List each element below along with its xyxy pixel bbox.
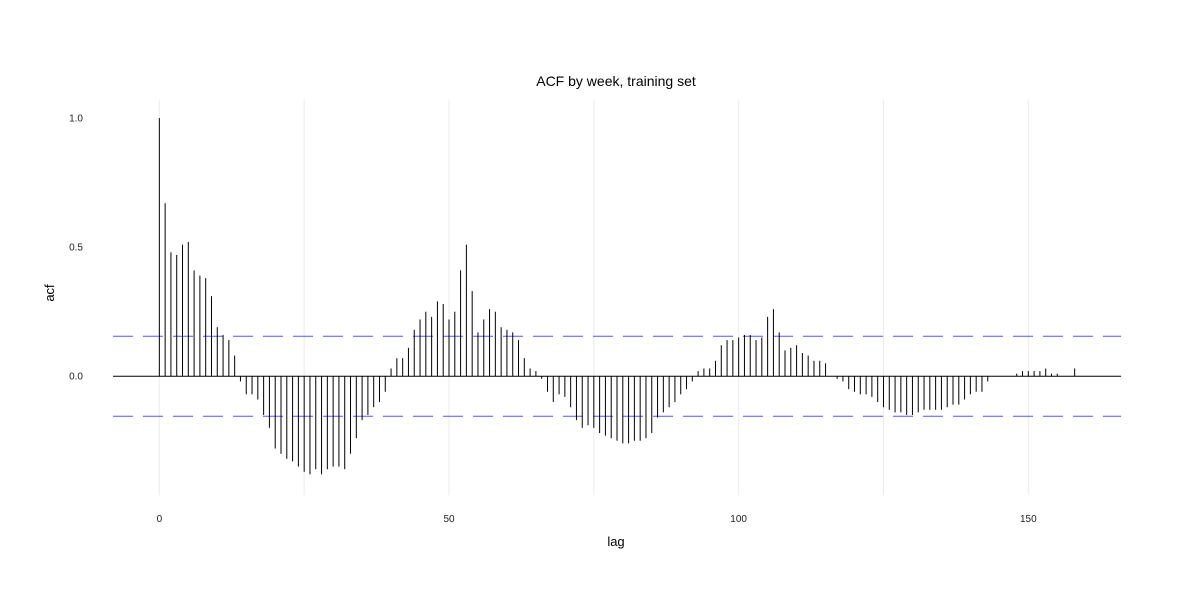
x-tick-label: 100 (730, 514, 747, 525)
y-tick-labels: 0.0 0.5 1.0 (69, 114, 83, 383)
acf-bars (158, 118, 1076, 475)
x-axis-title: lag (607, 534, 624, 549)
x-tick-label: 150 (1020, 514, 1037, 525)
x-tick-label: 50 (443, 514, 455, 525)
y-tick-label: 0.5 (69, 243, 83, 254)
y-tick-label: 1.0 (69, 114, 83, 125)
x-tick-labels: 0 50 100 150 (157, 514, 1038, 525)
y-tick-label: 0.0 (69, 372, 83, 383)
grid-layer (158, 100, 1029, 495)
x-tick-label: 0 (157, 514, 163, 525)
chart-title: ACF by week, training set (536, 73, 696, 89)
y-axis-title: acf (42, 284, 57, 302)
